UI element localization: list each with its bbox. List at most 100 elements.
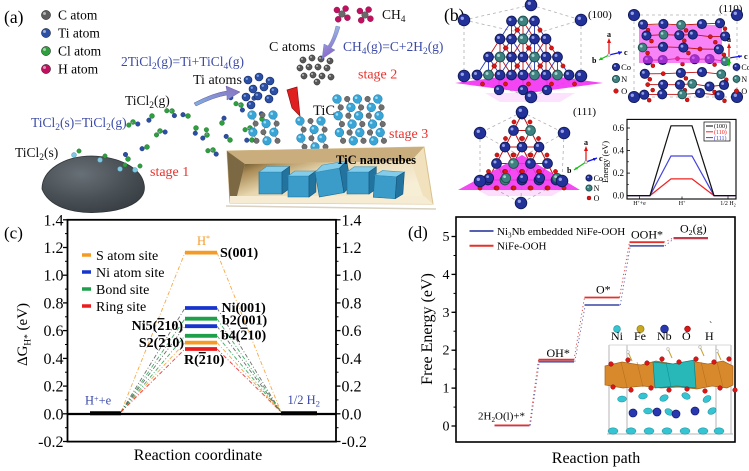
svg-text:2: 2: [443, 344, 450, 359]
svg-text:0.6: 0.6: [613, 123, 625, 133]
svg-text:stage 2: stage 2: [358, 68, 397, 83]
svg-text:0.6: 0.6: [342, 323, 362, 340]
svg-text:H+​+e: H+​+e: [85, 394, 112, 408]
svg-text:O*: O*: [596, 283, 611, 297]
svg-text:a: a: [727, 35, 731, 44]
svg-text:Co: Co: [621, 62, 631, 72]
svg-text:Co: Co: [741, 63, 749, 72]
svg-text:TiCl2​(s)=TiCl2​(g): TiCl2​(s)=TiCl2​(g): [31, 115, 127, 133]
svg-text:TiC: TiC: [313, 103, 335, 119]
svg-text:O2​(g): O2​(g): [680, 222, 707, 238]
svg-text:O: O: [741, 87, 747, 96]
svg-text:TiCl2​(g): TiCl2​(g): [125, 93, 170, 111]
svg-text:O: O: [682, 329, 691, 343]
svg-text:N: N: [621, 74, 627, 84]
svg-text:Energy (eV): Energy (eV): [600, 141, 610, 183]
svg-text:1: 1: [443, 382, 450, 397]
svg-text:Cl atom: Cl atom: [58, 44, 102, 59]
svg-text:1.0: 1.0: [342, 268, 362, 285]
svg-text:OOH*: OOH*: [631, 228, 663, 242]
svg-text:(d): (d): [408, 223, 428, 242]
svg-text:(111): (111): [573, 106, 596, 118]
svg-text:1.2: 1.2: [44, 240, 64, 257]
svg-text:Free Energy (eV): Free Energy (eV): [419, 273, 436, 385]
svg-text:Ring site: Ring site: [96, 300, 146, 315]
svg-text:N: N: [594, 184, 600, 193]
svg-text:c: c: [744, 52, 748, 61]
svg-text:H atom: H atom: [58, 62, 99, 77]
svg-text:(111): (111): [714, 135, 727, 142]
svg-text:1.0: 1.0: [44, 268, 64, 285]
svg-text:Reaction path: Reaction path: [552, 450, 640, 467]
svg-text:0.8: 0.8: [342, 295, 362, 312]
svg-text:b2(001): b2(001): [222, 314, 267, 329]
svg-text:b: b: [567, 166, 572, 175]
svg-text:0.4: 0.4: [342, 351, 362, 368]
svg-text:3: 3: [443, 306, 450, 321]
svg-text:(100): (100): [714, 123, 727, 130]
svg-text:H+​+e: H+​+e: [633, 200, 646, 207]
svg-text:Reaction coordinate: Reaction coordinate: [134, 447, 262, 464]
svg-text:(100): (100): [588, 9, 612, 21]
svg-text:a: a: [584, 138, 588, 147]
svg-text:Ti atoms: Ti atoms: [193, 73, 242, 88]
svg-text:H+​: H+​: [679, 200, 686, 207]
svg-text:b4(210): b4(210): [221, 329, 266, 344]
svg-text:Ni3​Nb embedded NiFe-OOH: Ni3​Nb embedded NiFe-OOH: [497, 226, 625, 240]
svg-text:Ni: Ni: [611, 329, 624, 343]
svg-text:c: c: [624, 48, 628, 57]
svg-text:Bond site: Bond site: [96, 283, 149, 298]
svg-text:5: 5: [443, 230, 450, 245]
svg-text:stage 1: stage 1: [150, 165, 189, 180]
svg-text:1/2 H2​: 1/2 H2​: [720, 201, 736, 208]
svg-text:Ni(001): Ni(001): [222, 301, 267, 316]
svg-text:Fe: Fe: [634, 329, 646, 343]
svg-text:0.0: 0.0: [342, 406, 362, 423]
svg-text:TiCl2​(s): TiCl2​(s): [15, 145, 58, 163]
svg-text:H: H: [705, 329, 714, 343]
svg-text:0.2: 0.2: [342, 379, 362, 396]
svg-text:Ni5(210): Ni5(210): [132, 319, 184, 334]
svg-text:ΔGH*​ (eV): ΔGH*​ (eV): [15, 303, 34, 366]
svg-text:(a): (a): [4, 7, 24, 27]
svg-text:Ti atom: Ti atom: [58, 26, 100, 41]
svg-text:C atoms: C atoms: [269, 40, 315, 55]
svg-text:0: 0: [443, 420, 450, 435]
svg-text:2H2​O(l)+*: 2H2​O(l)+*: [478, 411, 525, 425]
svg-text:S atom site: S atom site: [96, 249, 158, 264]
svg-text:OH*: OH*: [547, 346, 570, 360]
svg-text:C atom: C atom: [58, 8, 98, 23]
svg-text:0.2: 0.2: [44, 379, 64, 396]
svg-text:1/2 H2​: 1/2 H2​: [288, 393, 321, 409]
svg-text:CH4​: CH4​: [382, 7, 406, 25]
svg-text:O: O: [621, 86, 627, 96]
svg-text:a: a: [607, 30, 611, 39]
svg-text:TiC nanocubes: TiC nanocubes: [336, 153, 416, 167]
svg-text:b: b: [592, 56, 597, 65]
svg-text:R(210): R(210): [184, 353, 225, 368]
svg-text:Co: Co: [594, 174, 603, 183]
svg-text:stage 3: stage 3: [389, 127, 428, 142]
svg-text:-0.2: -0.2: [342, 434, 367, 451]
svg-text:0.6: 0.6: [44, 323, 64, 340]
svg-text:`: `: [709, 321, 712, 332]
svg-text:2TiCl2​(g)=Ti+TiCl4​(g): 2TiCl2​(g)=Ti+TiCl4​(g): [121, 54, 244, 72]
svg-text:Ni atom site: Ni atom site: [96, 266, 164, 281]
svg-text:4: 4: [443, 268, 450, 283]
svg-text:O: O: [594, 194, 600, 203]
svg-text:(c): (c): [4, 224, 23, 243]
svg-text:0.0: 0.0: [44, 406, 64, 423]
svg-text:1.4: 1.4: [44, 212, 64, 229]
svg-text:(110): (110): [714, 129, 727, 136]
svg-text:CH4​(g)=C+2H2​(g): CH4​(g)=C+2H2​(g): [343, 39, 443, 57]
svg-text:0.2: 0.2: [613, 168, 624, 178]
svg-text:0.8: 0.8: [44, 295, 64, 312]
svg-text:S2(210): S2(210): [139, 336, 184, 351]
svg-text:Nb: Nb: [657, 329, 672, 343]
svg-text:c: c: [599, 154, 603, 163]
svg-text:0.4: 0.4: [613, 146, 625, 156]
svg-text:0.4: 0.4: [44, 351, 64, 368]
svg-text:NiFe-OOH: NiFe-OOH: [497, 241, 547, 253]
svg-text:0.0: 0.0: [613, 191, 625, 201]
svg-text:1.4: 1.4: [342, 212, 362, 229]
